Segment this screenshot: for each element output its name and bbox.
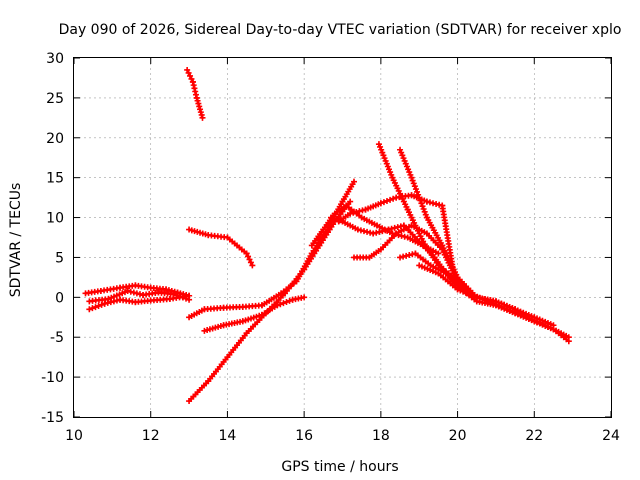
data-point-marker: [421, 208, 428, 215]
ticks-layer: 10 12 14 16 18 20 22 24 -15 -10 -5 0 5 10 15 20 25 30: [41, 51, 620, 444]
data-point-marker: [565, 338, 572, 345]
y-tick-label: -15: [41, 410, 64, 426]
series-track-2: [86, 292, 193, 313]
grid-layer: [74, 58, 611, 417]
data-point-marker: [198, 111, 205, 118]
data-point-marker: [176, 293, 183, 300]
data-point-marker: [249, 262, 256, 269]
y-tick-label: -10: [41, 370, 64, 386]
data-point-marker: [330, 215, 337, 222]
data-point-marker: [435, 250, 442, 257]
data-point-marker: [417, 197, 424, 204]
data-point-marker: [277, 301, 284, 308]
data-point-marker: [411, 183, 418, 190]
data-point-marker: [197, 109, 204, 116]
data-point-marker: [351, 178, 358, 185]
series-track-8: [201, 294, 308, 334]
data-point-marker: [95, 302, 102, 309]
y-tick-label: 10: [46, 211, 64, 227]
data-point-marker: [415, 191, 422, 198]
series-line: [377, 142, 571, 339]
series-track-13: [375, 141, 572, 341]
data-point-marker: [195, 100, 202, 107]
data-point-marker: [416, 194, 423, 201]
y-tick-label: 20: [46, 131, 64, 147]
data-point-marker: [409, 177, 416, 184]
data-point-marker: [408, 174, 415, 181]
data-point-marker: [197, 106, 204, 113]
series-layer: [82, 66, 572, 405]
series-track-1: [82, 282, 193, 299]
data-point-marker: [410, 180, 417, 187]
series-track-15: [397, 250, 557, 333]
data-point-marker: [173, 292, 180, 299]
data-point-marker: [283, 298, 290, 305]
data-point-marker: [196, 103, 203, 110]
series-track-5: [186, 226, 256, 269]
data-point-marker: [170, 291, 177, 298]
series-track-4: [184, 66, 206, 121]
data-point-marker: [89, 305, 96, 312]
data-point-marker: [377, 200, 384, 207]
data-point-marker: [387, 196, 394, 203]
x-tick-label: 20: [449, 428, 467, 444]
data-point-marker: [414, 188, 421, 195]
data-point-marker: [550, 322, 557, 329]
data-point-marker: [383, 197, 390, 204]
y-tick-label: 0: [55, 290, 64, 306]
series-track-3: [86, 287, 193, 305]
x-tick-label: 10: [65, 428, 83, 444]
data-point-marker: [194, 97, 201, 104]
data-point-marker: [179, 294, 186, 301]
x-tick-label: 14: [219, 428, 237, 444]
x-tick-label: 16: [295, 428, 313, 444]
data-point-marker: [193, 94, 200, 101]
data-point-marker: [380, 199, 387, 206]
data-point-marker: [418, 200, 425, 207]
series-track-16: [416, 262, 557, 329]
data-point-marker: [280, 300, 287, 307]
data-point-marker: [327, 214, 334, 221]
y-tick-label: 25: [46, 91, 64, 107]
data-point-marker: [98, 301, 105, 308]
y-tick-label: 5: [55, 250, 64, 266]
y-tick-label: 30: [46, 51, 64, 67]
x-tick-label: 18: [372, 428, 390, 444]
chart-title: Day 090 of 2026, Sidereal Day-to-day VTE…: [59, 22, 622, 38]
x-tick-label: 22: [525, 428, 543, 444]
y-axis-label: SDTVAR / TECUs: [8, 183, 24, 298]
x-tick-label: 24: [602, 428, 620, 444]
series-track-6: [186, 178, 358, 321]
data-point-marker: [412, 186, 419, 193]
data-point-marker: [390, 195, 397, 202]
data-point-marker: [86, 306, 93, 313]
data-point-marker: [92, 304, 99, 311]
data-point-marker: [183, 295, 190, 302]
data-point-marker: [419, 203, 426, 210]
data-point-marker: [420, 206, 427, 213]
data-point-marker: [422, 211, 429, 218]
data-point-marker: [274, 302, 281, 309]
data-point-marker: [186, 296, 193, 303]
x-axis-label: GPS time / hours: [281, 459, 398, 475]
y-tick-label: -5: [50, 330, 64, 346]
data-point-marker: [199, 114, 206, 121]
data-point-marker: [301, 294, 308, 301]
y-tick-label: 15: [46, 171, 64, 187]
plot-frame: [73, 57, 612, 418]
data-point-marker: [347, 198, 354, 205]
data-point-marker: [286, 297, 293, 304]
x-tick-label: 12: [142, 428, 160, 444]
